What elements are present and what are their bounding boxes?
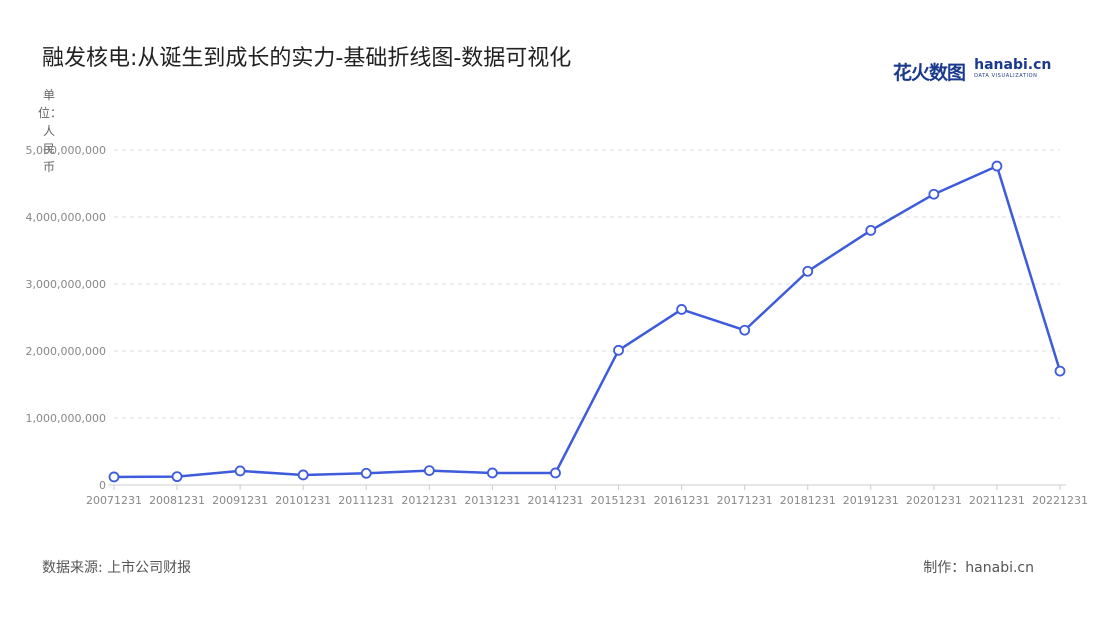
x-tick-label: 20091231: [212, 494, 268, 507]
x-tick-label: 20101231: [275, 494, 331, 507]
y-tick-label: 4,000,000,000: [26, 211, 106, 224]
x-tick-label: 20111231: [338, 494, 394, 507]
x-tick-label: 20131231: [464, 494, 520, 507]
x-tick-label: 20161231: [654, 494, 710, 507]
data-point: [928, 188, 940, 200]
x-tick-label: 20071231: [86, 494, 142, 507]
y-tick-label: 1,000,000,000: [26, 412, 106, 425]
data-point: [297, 469, 309, 481]
data-point: [234, 465, 246, 477]
data-point: [171, 471, 183, 483]
x-tick-label: 20141231: [527, 494, 583, 507]
y-axis-unit-label: 单位：人民币: [38, 88, 63, 174]
data-point: [550, 467, 561, 479]
series-line: [113, 164, 1062, 479]
brand-logo: 花火数图 hanabi.cn DATA VISUALIZATION: [893, 58, 1051, 85]
data-point: [865, 224, 877, 236]
chart-title: 融发核电:从诞生到成长的实力-基础折线图-数据可视化: [42, 46, 572, 71]
x-tick-label: 20171231: [717, 494, 773, 507]
y-tick-label: 3,000,000,000: [26, 278, 106, 291]
x-tick-label: 20151231: [591, 494, 647, 507]
x-tick-label: 20211231: [969, 494, 1025, 507]
data-point: [108, 471, 120, 483]
data-point: [613, 344, 624, 356]
logo-cn-text: 花火数图: [893, 62, 966, 84]
y-tick-label: 2,000,000,000: [26, 345, 106, 358]
data-point: [676, 304, 687, 315]
logo-en-text: hanabi.cn: [974, 57, 1052, 73]
data-point: [360, 467, 372, 479]
data-source: 数据来源: 上市公司财报: [42, 560, 192, 576]
credit-text: 制作：hanabi.cn: [923, 560, 1034, 576]
data-point: [486, 467, 498, 479]
x-tick-label: 20201231: [906, 494, 962, 507]
x-tick-label: 20181231: [780, 494, 836, 507]
data-point: [739, 324, 751, 336]
x-tick-label: 20081231: [149, 494, 205, 507]
data-point: [423, 465, 435, 476]
y-tick-label: 5,000,000,000: [26, 144, 106, 157]
logo-en-block: hanabi.cn DATA VISUALIZATION: [974, 58, 1051, 80]
x-tick-label: 20221231: [1032, 494, 1088, 507]
data-point: [802, 265, 814, 277]
logo-sub-text: DATA VISUALIZATION: [974, 73, 1038, 79]
y-tick-label: 0: [99, 479, 106, 492]
x-tick-label: 20121231: [401, 494, 457, 507]
data-point: [991, 160, 1003, 172]
x-tick-label: 20191231: [843, 494, 899, 507]
data-point: [1054, 365, 1066, 377]
